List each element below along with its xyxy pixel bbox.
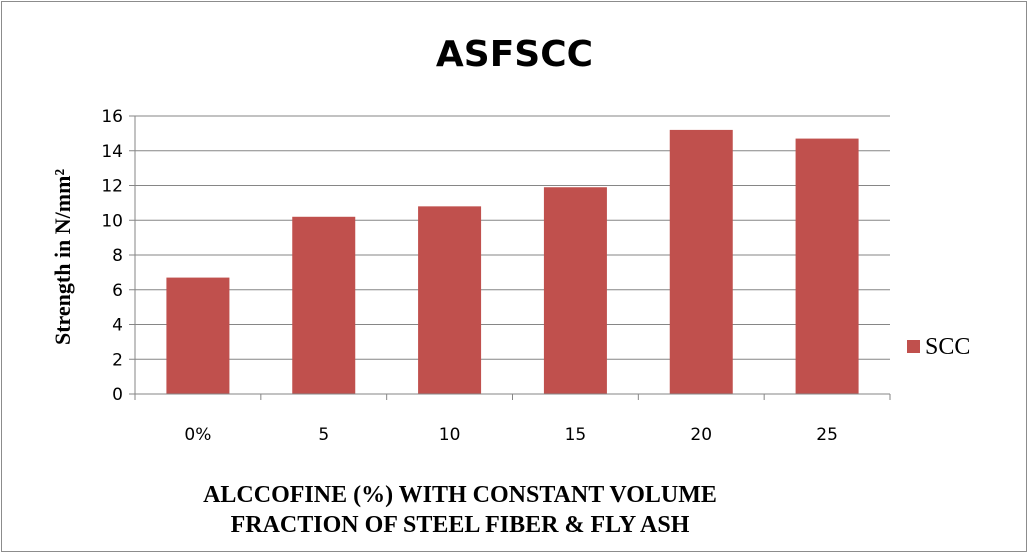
legend-swatch [907,340,920,353]
x-axis-label: ALCCOFINE (%) WITH CONSTANT VOLUME FRACT… [80,480,840,540]
bar-5 [292,216,356,394]
y-axis-label: Strength in N/mm² [50,169,75,345]
y-tick-label: 4 [112,316,123,336]
x-tick-label: 15 [565,425,587,445]
y-tick-label: 12 [101,177,123,197]
bar-10 [418,206,482,394]
x-tick-label: 0% [184,425,211,445]
x-tick-label: 25 [816,425,838,445]
x-tick-label: 20 [690,425,712,445]
y-tick-label: 10 [101,211,123,231]
x-axis-label-line-1: ALCCOFINE (%) WITH CONSTANT VOLUME [203,482,717,508]
y-tick-label: 8 [112,246,123,266]
gridlines [129,115,890,395]
x-tick-label: 10 [439,425,461,445]
bar-25 [795,138,859,394]
y-tick-label: 0 [112,385,123,405]
chart-title: ASFSCC [435,34,594,75]
bar-0pct [166,277,230,394]
bar-20 [669,129,733,394]
bar-15 [543,187,607,394]
axes [134,116,891,400]
y-tick-label: 16 [101,107,123,127]
y-tick-label: 2 [112,350,123,370]
y-tick-labels: 0 2 4 6 8 10 12 14 16 [101,107,123,405]
y-tick-label: 6 [112,281,123,301]
x-tick-labels: 0% 5 10 15 20 25 [184,425,837,445]
bars [166,129,859,394]
x-axis-label-line-2: FRACTION OF STEEL FIBER & FLY ASH [230,512,690,538]
legend-label-scc: SCC [925,334,970,360]
x-tick-label: 5 [318,425,329,445]
y-tick-label: 14 [101,142,123,162]
